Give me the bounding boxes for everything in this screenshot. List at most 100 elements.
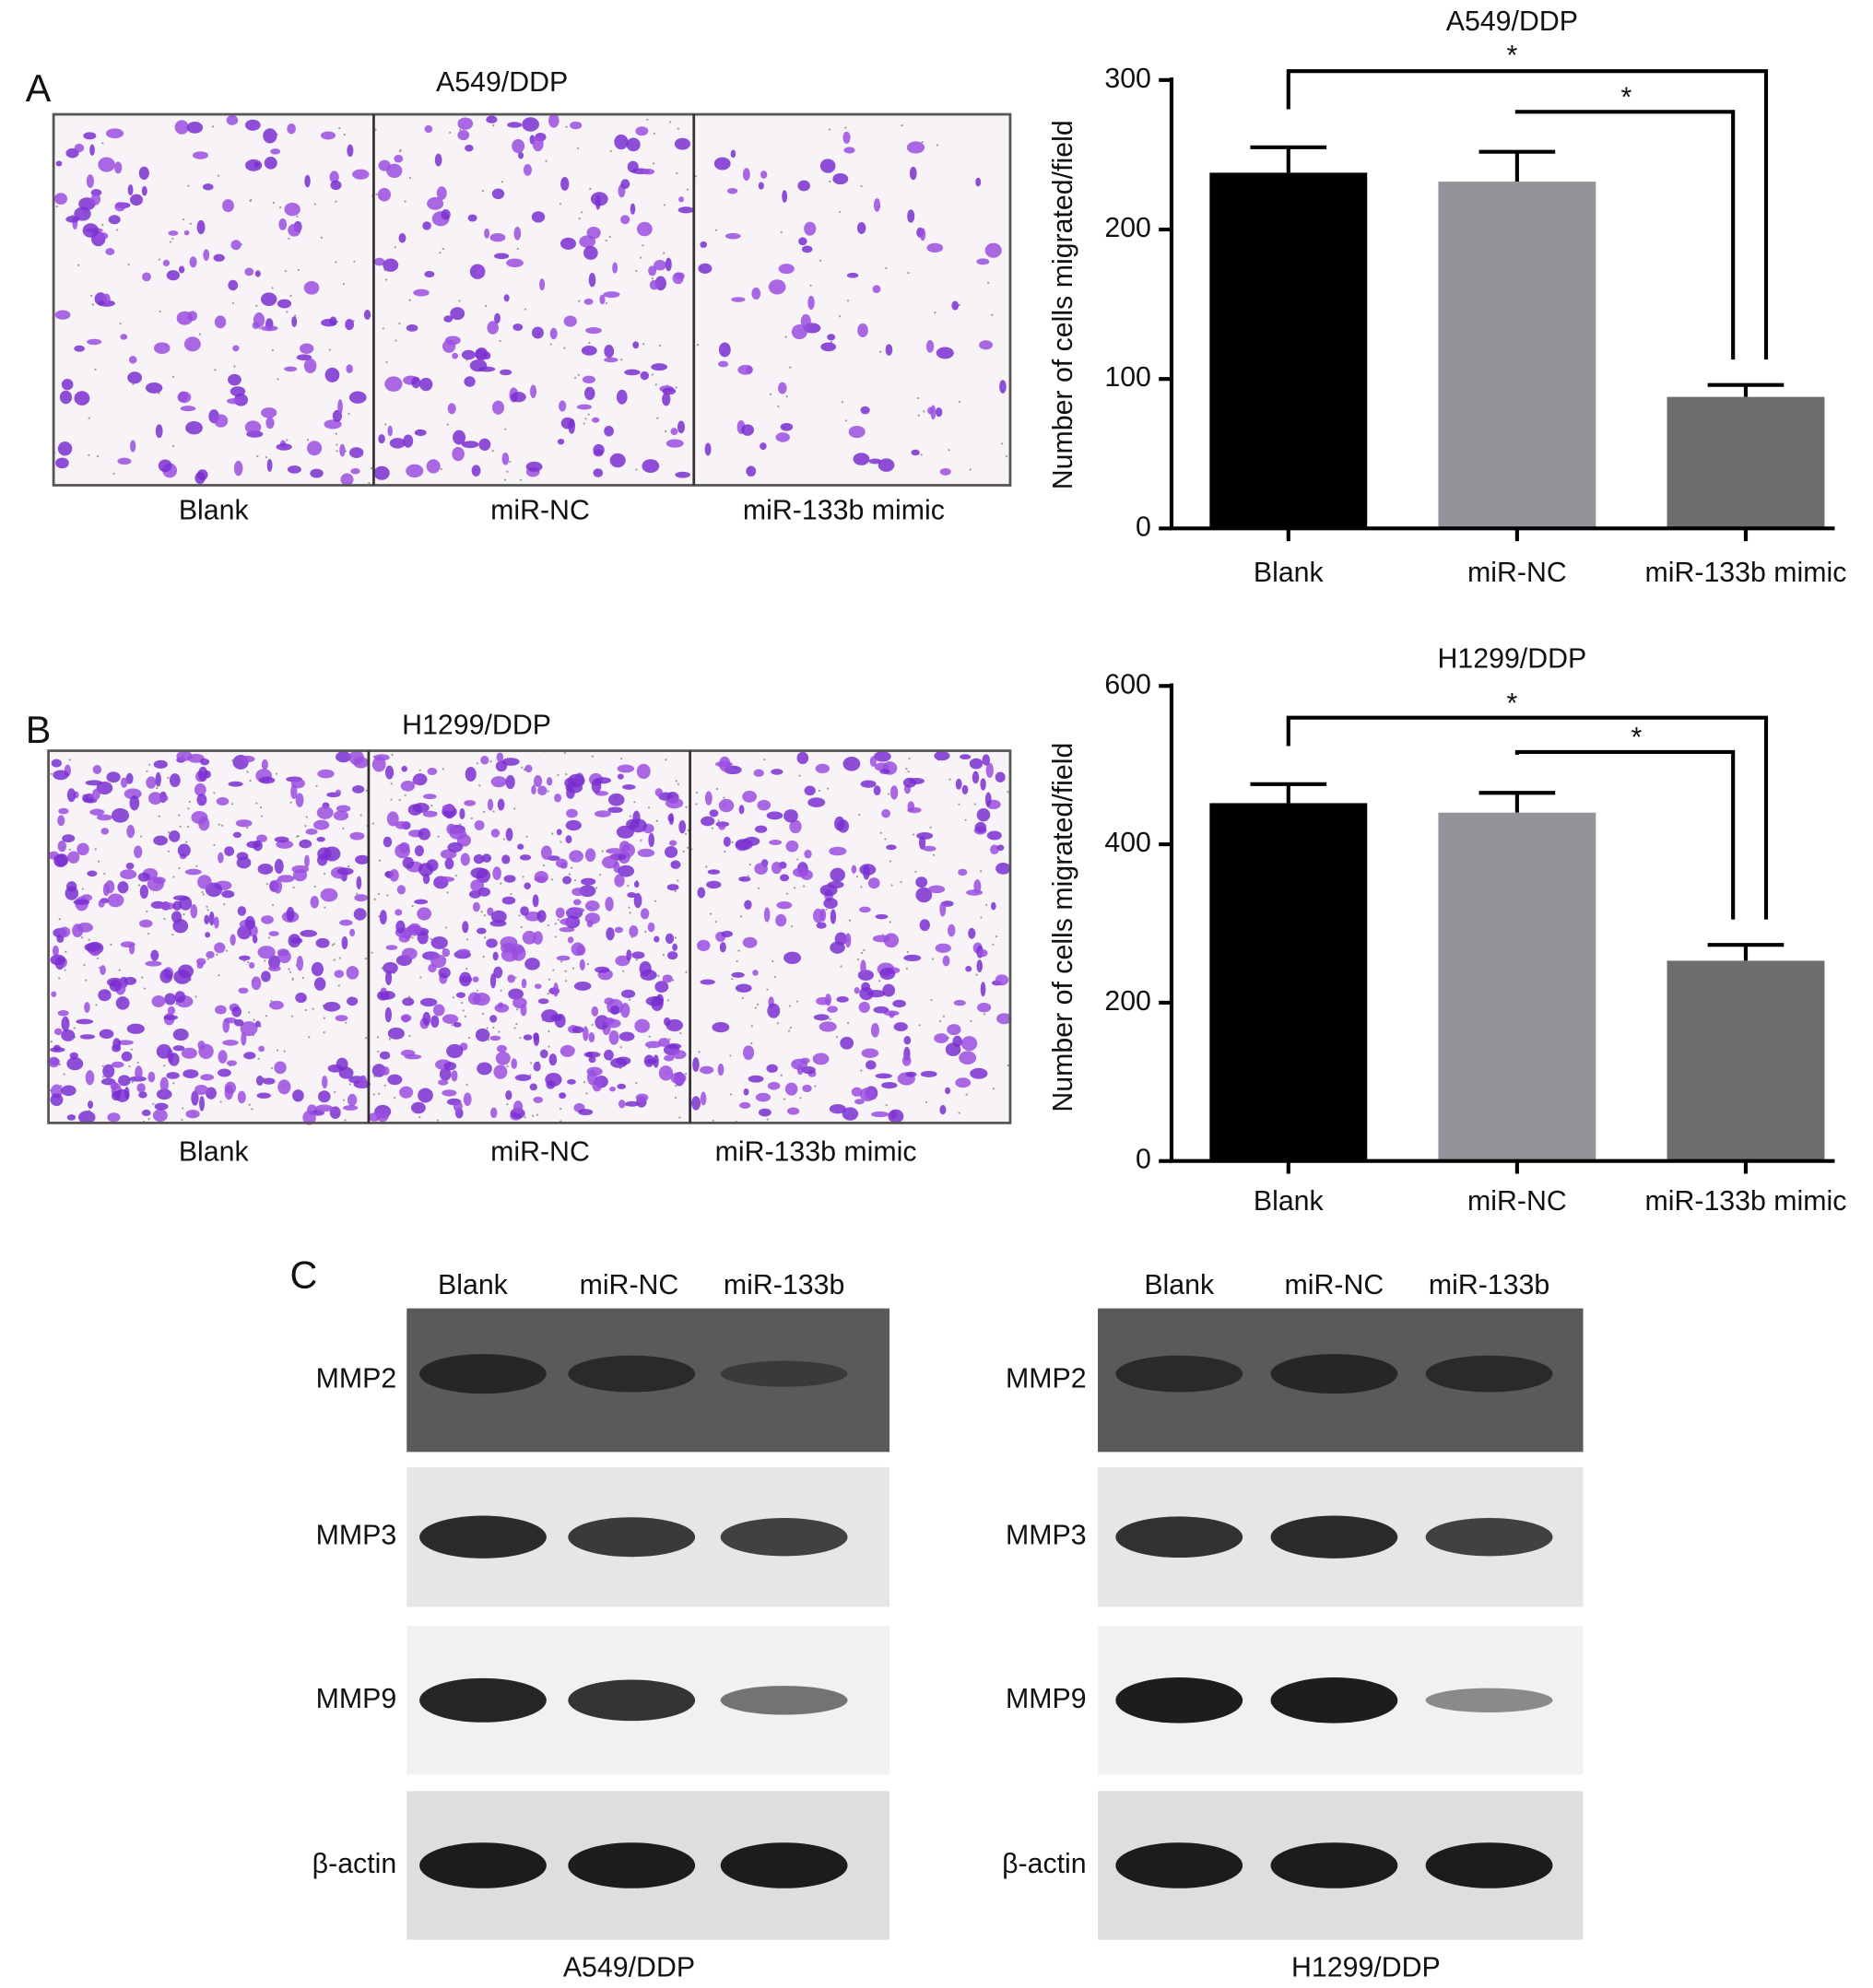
micrograph-title: A549/DDP — [436, 67, 568, 98]
pore — [141, 976, 144, 979]
stained-cell — [197, 1041, 206, 1050]
stained-cell — [490, 829, 501, 838]
stained-cell — [654, 259, 666, 271]
stained-cell — [626, 949, 632, 961]
stained-cell — [513, 227, 522, 241]
stained-cell — [114, 161, 123, 174]
pore — [657, 974, 660, 977]
stained-cell — [273, 879, 283, 894]
stained-cell — [532, 326, 544, 339]
stained-cell — [437, 876, 455, 883]
pore — [246, 770, 249, 773]
stained-cell — [333, 810, 349, 821]
stained-cell — [830, 909, 837, 924]
stained-cell — [920, 228, 926, 241]
pore — [364, 957, 367, 960]
pore — [386, 894, 389, 897]
stained-cell — [329, 316, 337, 326]
pore — [828, 128, 831, 131]
stained-cell — [251, 976, 262, 991]
stained-cell — [61, 1085, 77, 1097]
pore — [50, 772, 53, 775]
pore — [677, 782, 680, 785]
lane-label: miR-133b — [724, 1270, 844, 1300]
stained-cell — [239, 955, 251, 961]
pore — [297, 268, 300, 272]
stained-cell — [807, 295, 815, 311]
pore — [391, 753, 394, 757]
stained-cell — [383, 961, 398, 974]
stained-cell — [601, 855, 618, 869]
stained-cell — [311, 961, 324, 977]
stained-cell — [419, 377, 433, 392]
pore — [917, 396, 920, 400]
pore — [754, 1006, 758, 1009]
stained-cell — [507, 122, 523, 128]
stained-cell — [654, 935, 660, 943]
stained-cell — [274, 836, 289, 843]
stained-cell — [612, 262, 618, 274]
stained-cell — [183, 229, 190, 236]
pore — [459, 128, 462, 131]
stained-cell — [441, 209, 451, 220]
stained-cell — [791, 323, 807, 340]
stained-cell — [430, 936, 448, 949]
pore — [169, 241, 172, 243]
stained-cell — [184, 868, 202, 876]
stained-cell — [159, 902, 176, 911]
stained-cell — [723, 836, 731, 847]
stained-cell — [953, 999, 966, 1006]
stained-cell — [287, 123, 296, 135]
stained-cell — [117, 1040, 134, 1045]
stained-cell — [464, 800, 477, 806]
stained-cell — [832, 173, 849, 185]
stained-cell — [430, 1015, 440, 1028]
micrograph-frame — [47, 749, 1012, 1124]
pore — [591, 755, 594, 758]
blot-band — [568, 1679, 696, 1722]
pore — [504, 428, 507, 430]
pore — [492, 810, 495, 813]
stained-cell — [139, 919, 153, 928]
stained-cell — [501, 896, 516, 905]
stained-cell — [567, 1078, 576, 1085]
stained-cell — [268, 931, 279, 936]
stained-cell — [196, 794, 207, 806]
stained-cell — [553, 982, 559, 997]
stained-cell — [719, 942, 726, 953]
pore — [750, 1025, 753, 1028]
pore — [635, 959, 638, 961]
stained-cell — [881, 808, 890, 818]
stained-cell — [422, 810, 438, 818]
stained-cell — [378, 434, 385, 444]
stained-cell — [713, 157, 731, 171]
stained-cell — [936, 347, 954, 359]
pore — [524, 1116, 526, 1119]
pore — [518, 914, 521, 917]
pore — [931, 958, 934, 960]
stained-cell — [784, 1082, 798, 1096]
pore — [377, 1050, 380, 1053]
stained-cell — [376, 1109, 389, 1123]
stained-cell — [226, 1060, 238, 1066]
pore — [855, 876, 859, 878]
pore — [938, 1019, 942, 1023]
pore — [256, 455, 259, 458]
pore — [510, 892, 512, 896]
stained-cell — [539, 1049, 548, 1059]
stained-cell — [412, 775, 421, 785]
stained-cell — [616, 389, 628, 405]
stained-cell — [996, 1013, 1012, 1025]
stained-cell — [296, 956, 304, 971]
stained-cell — [257, 946, 276, 959]
stained-cell — [226, 397, 243, 405]
stained-cell — [608, 1029, 619, 1045]
stained-cell — [541, 1009, 559, 1023]
pore — [172, 876, 175, 878]
stained-cell — [771, 769, 783, 775]
stained-cell — [546, 1080, 556, 1089]
pore — [506, 1102, 509, 1106]
pore — [96, 957, 100, 959]
stained-cell — [497, 798, 505, 811]
stained-cell — [213, 916, 219, 929]
